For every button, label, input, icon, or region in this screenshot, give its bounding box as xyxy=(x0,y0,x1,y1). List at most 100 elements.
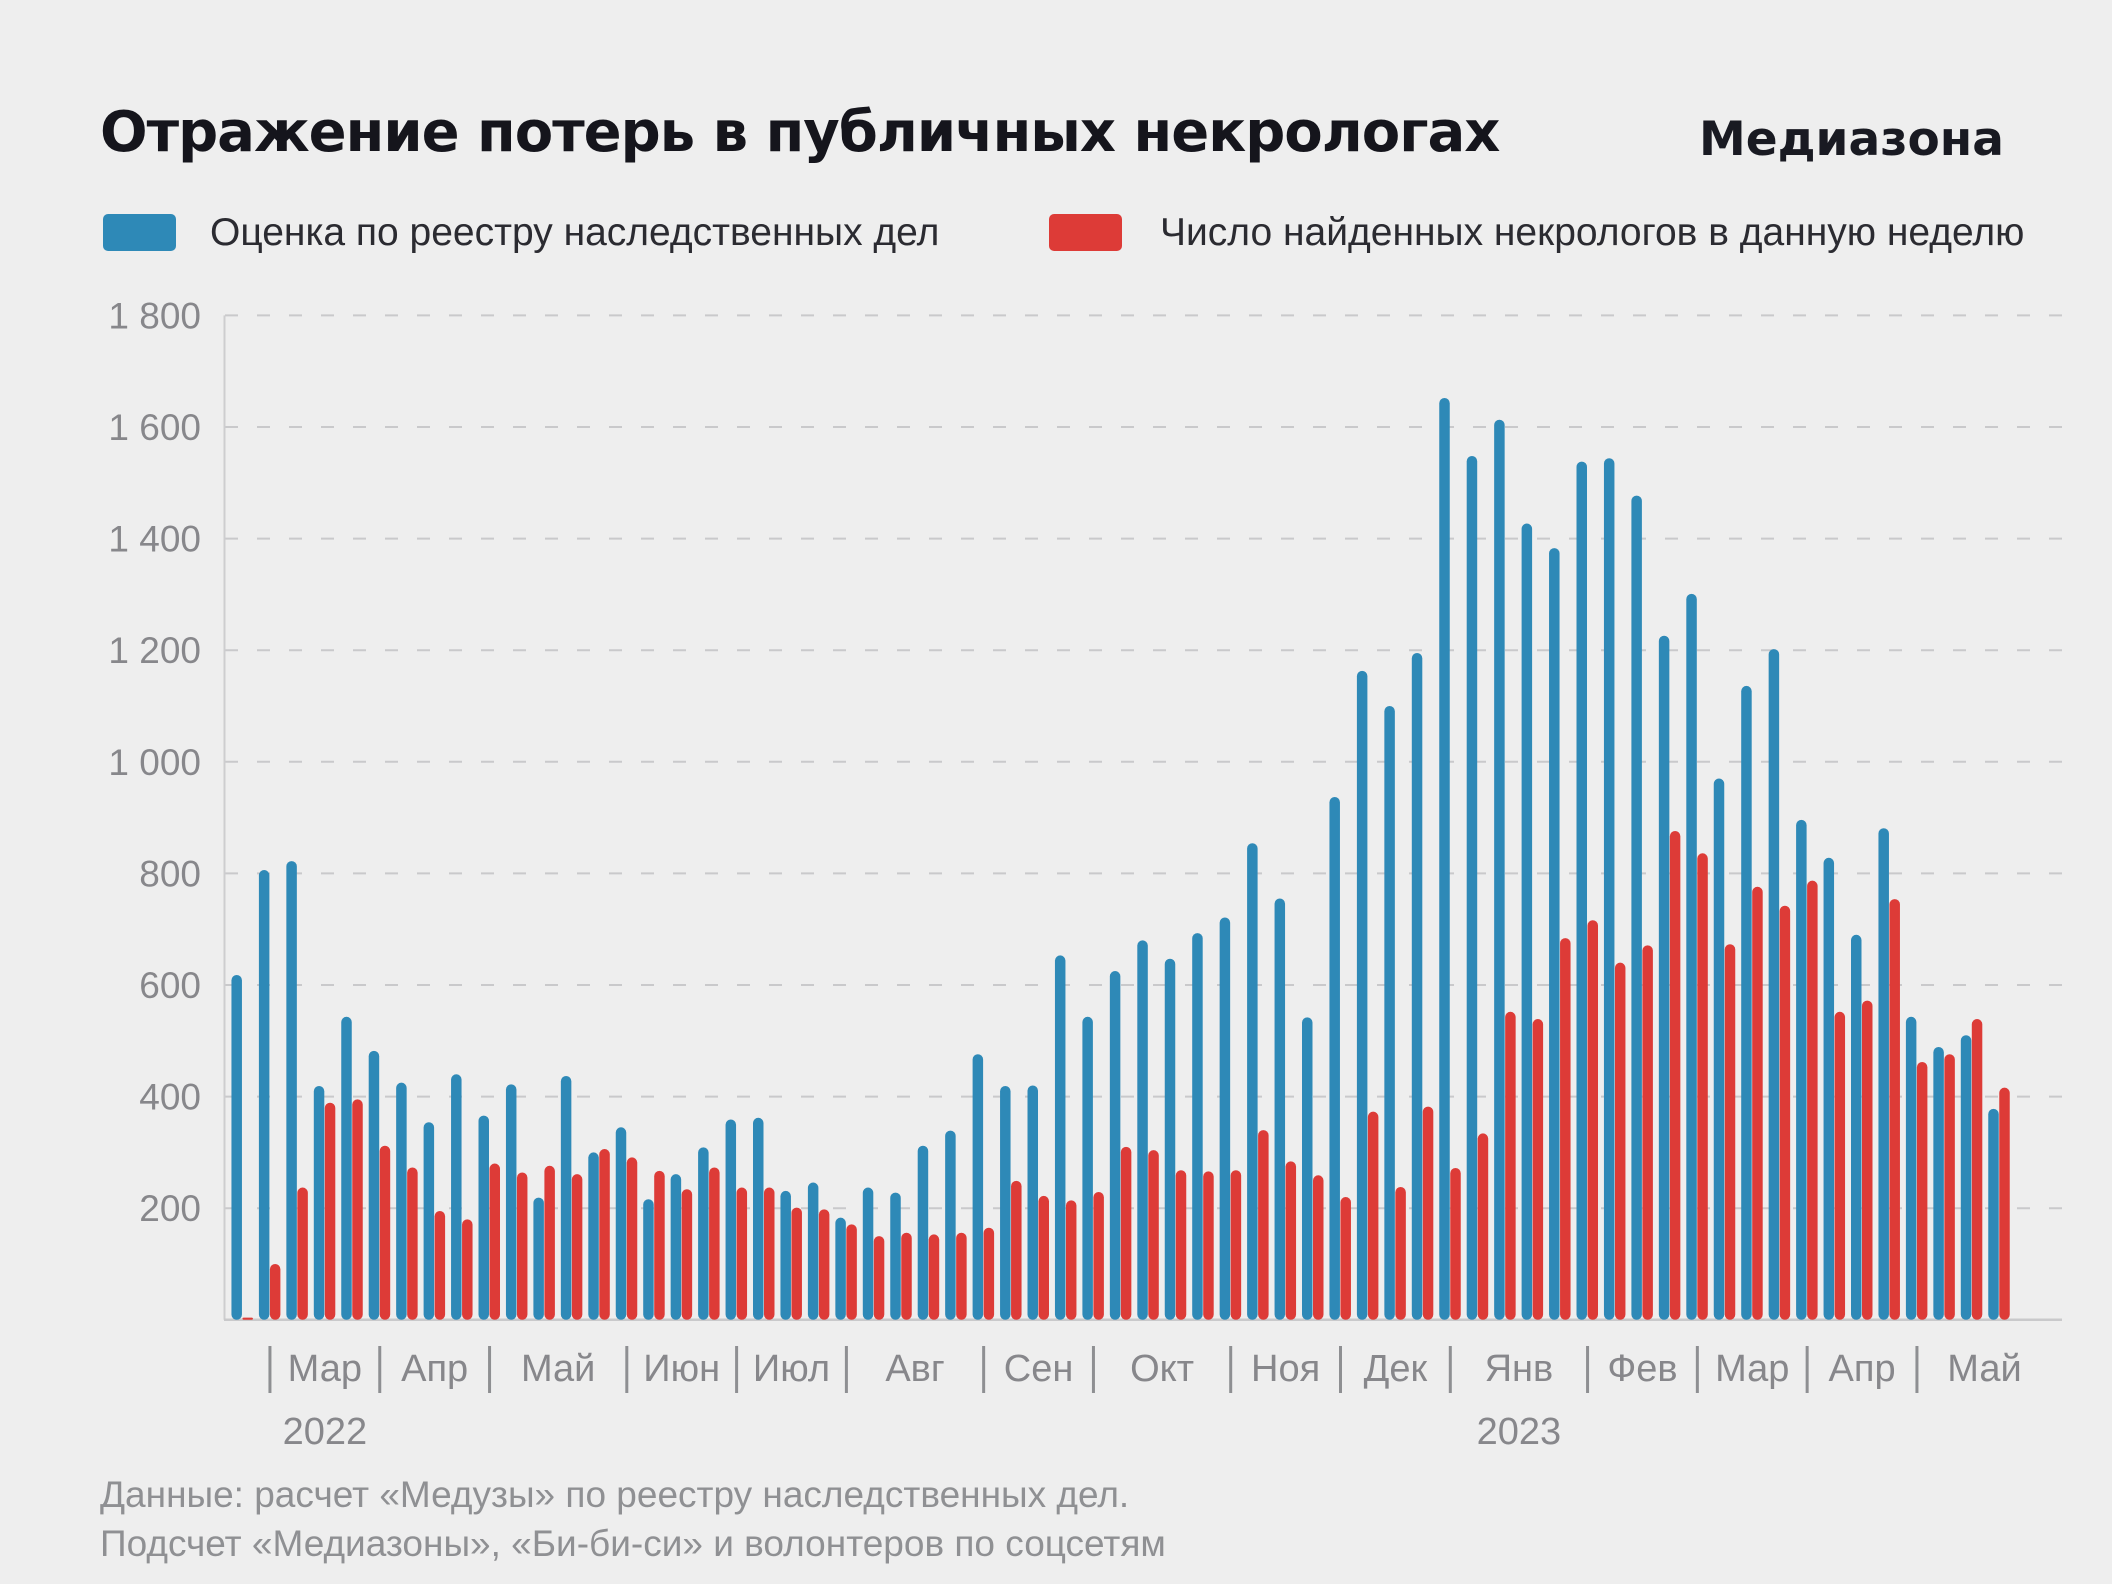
bar-obituaries-week-20 xyxy=(764,1187,775,1320)
bar-obituaries-week-57 xyxy=(1779,905,1791,1320)
bar-registry-week-10 xyxy=(478,1115,489,1320)
y-axis-label: 1 000 xyxy=(108,742,201,783)
bar-obituaries-week-65 xyxy=(1999,1087,2010,1320)
month-label-1: Мар xyxy=(288,1348,362,1390)
month-label-11: Янв xyxy=(1485,1348,1554,1390)
month-label-14: Апр xyxy=(1829,1348,1896,1390)
bar-registry-week-42 xyxy=(1356,670,1368,1320)
legend-label-obituaries: Число найденных некрологов в данную неде… xyxy=(1160,211,2025,254)
bar-registry-week-31 xyxy=(1054,955,1066,1320)
bar-registry-week-55 xyxy=(1713,778,1725,1320)
bar-registry-week-45 xyxy=(1439,397,1450,1320)
bar-registry-week-29 xyxy=(1000,1085,1011,1320)
bar-obituaries-week-29 xyxy=(1011,1180,1022,1320)
bar-registry-week-62 xyxy=(1905,1016,1917,1320)
bar-obituaries-week-63 xyxy=(1944,1054,1955,1320)
bar-registry-week-52 xyxy=(1631,495,1642,1320)
page-title: Отражение потерь в публичных некрологах xyxy=(100,100,1500,165)
bar-registry-week-48 xyxy=(1521,523,1533,1320)
legend-swatch-registry xyxy=(103,214,176,251)
bar-obituaries-week-19 xyxy=(736,1187,748,1320)
bar-registry-week-30 xyxy=(1027,1085,1038,1320)
bar-registry-week-34 xyxy=(1137,940,1148,1320)
month-label-8: Окт xyxy=(1130,1348,1194,1390)
bar-obituaries-week-7 xyxy=(407,1167,418,1320)
bar-obituaries-week-21 xyxy=(791,1207,802,1320)
bar-obituaries-week-54 xyxy=(1697,853,1708,1320)
bar-registry-week-35 xyxy=(1164,958,1176,1320)
legend-label-registry: Оценка по реестру наследственных дел xyxy=(210,211,940,254)
bar-obituaries-week-58 xyxy=(1807,880,1818,1320)
bar-registry-week-51 xyxy=(1603,458,1615,1320)
month-label-3: Май xyxy=(521,1348,595,1390)
bar-registry-week-38 xyxy=(1247,843,1258,1320)
month-tick xyxy=(378,1346,382,1393)
month-tick xyxy=(1339,1346,1342,1393)
bar-registry-week-40 xyxy=(1302,1017,1313,1320)
bar-obituaries-week-41 xyxy=(1340,1197,1351,1320)
bar-obituaries-week-6 xyxy=(379,1145,391,1320)
bar-obituaries-week-24 xyxy=(873,1236,885,1320)
data-source-note: Данные: расчет «Медузы» по реестру насле… xyxy=(100,1470,1166,1568)
legend-swatch-obituaries xyxy=(1049,214,1122,251)
y-axis-label: 400 xyxy=(139,1077,201,1118)
bar-registry-week-5 xyxy=(341,1016,352,1320)
y-axis-label: 600 xyxy=(139,965,201,1006)
bar-registry-week-1 xyxy=(231,974,242,1320)
month-tick xyxy=(268,1346,272,1393)
bar-obituaries-week-39 xyxy=(1285,1161,1297,1320)
bar-obituaries-week-38 xyxy=(1258,1130,1269,1320)
bar-obituaries-week-25 xyxy=(901,1232,912,1320)
bar-registry-week-44 xyxy=(1411,652,1423,1320)
bar-registry-week-27 xyxy=(945,1130,956,1320)
bar-registry-week-14 xyxy=(588,1152,599,1320)
bar-obituaries-week-48 xyxy=(1532,1019,1544,1320)
bar-obituaries-week-8 xyxy=(434,1210,446,1320)
bar-obituaries-week-1 xyxy=(242,1317,253,1320)
bar-registry-week-49 xyxy=(1549,548,1560,1320)
bar-registry-week-23 xyxy=(835,1217,846,1320)
bar-obituaries-week-12 xyxy=(544,1165,555,1320)
bar-registry-week-37 xyxy=(1219,917,1231,1320)
month-tick xyxy=(1695,1346,1699,1393)
bar-registry-week-24 xyxy=(862,1187,874,1320)
bar-obituaries-week-27 xyxy=(956,1232,967,1320)
bar-registry-week-21 xyxy=(780,1190,791,1320)
y-axis-label: 1 600 xyxy=(108,407,201,448)
bar-obituaries-week-55 xyxy=(1724,944,1736,1320)
y-axis-label: 800 xyxy=(139,853,201,894)
bar-obituaries-week-53 xyxy=(1669,830,1681,1320)
bar-obituaries-week-14 xyxy=(599,1149,610,1320)
month-label-13: Мар xyxy=(1715,1348,1789,1390)
bar-registry-week-9 xyxy=(451,1074,462,1320)
bar-registry-week-63 xyxy=(1933,1046,1944,1320)
bar-registry-week-25 xyxy=(890,1192,901,1320)
bar-obituaries-week-23 xyxy=(846,1224,857,1320)
bar-registry-week-61 xyxy=(1878,828,1889,1320)
bar-registry-week-12 xyxy=(533,1197,544,1320)
bar-registry-week-65 xyxy=(1988,1108,1999,1320)
bar-obituaries-week-44 xyxy=(1422,1106,1434,1320)
bar-obituaries-week-5 xyxy=(352,1099,363,1320)
bar-registry-week-20 xyxy=(753,1117,764,1320)
bar-registry-week-60 xyxy=(1851,934,1862,1320)
month-tick xyxy=(982,1346,986,1393)
bar-registry-week-13 xyxy=(560,1075,572,1320)
bar-registry-week-50 xyxy=(1576,461,1587,1320)
bar-registry-week-26 xyxy=(917,1145,929,1320)
bar-obituaries-week-32 xyxy=(1093,1192,1104,1320)
bar-registry-week-19 xyxy=(725,1119,737,1320)
mediazona-logo: Медиазона xyxy=(1698,112,2004,167)
month-tick xyxy=(488,1346,492,1393)
bar-obituaries-week-45 xyxy=(1450,1168,1461,1320)
bar-obituaries-week-18 xyxy=(709,1167,720,1320)
bar-obituaries-week-46 xyxy=(1477,1133,1489,1320)
bar-obituaries-week-51 xyxy=(1614,962,1626,1320)
bar-obituaries-week-34 xyxy=(1148,1150,1159,1320)
bar-obituaries-week-42 xyxy=(1367,1111,1379,1320)
bar-obituaries-week-26 xyxy=(928,1234,940,1320)
month-label-10: Дек xyxy=(1364,1348,1428,1390)
bar-registry-week-15 xyxy=(615,1127,627,1320)
bar-registry-week-32 xyxy=(1082,1016,1093,1320)
